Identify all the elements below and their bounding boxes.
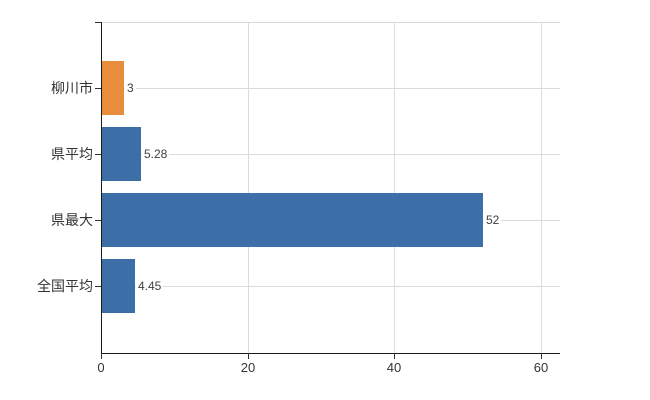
x-gridline [248,22,249,353]
y-axis-tick [95,88,101,89]
x-axis-tick [101,353,102,359]
category-label: 柳川市 [51,80,93,96]
value-label: 3 [125,80,136,96]
bar-1 [102,61,124,115]
y-axis-tick [95,22,101,23]
bar-2 [102,127,141,181]
x-gridline [394,22,395,353]
x-axis-line [101,353,560,354]
category-label: 全国平均 [37,278,93,294]
bar-3 [102,193,483,247]
category-label: 県最大 [51,212,93,228]
y-axis-tick [95,154,101,155]
x-axis-tick [394,353,395,359]
y-axis-tick [95,220,101,221]
x-axis-tick-label: 60 [533,360,549,375]
x-axis-tick-label: 40 [386,360,402,375]
category-gridline [102,286,560,287]
value-label: 5.28 [142,146,170,162]
x-axis-tick-label: 20 [240,360,256,375]
category-gridline [102,154,560,155]
category-label: 県平均 [51,146,93,162]
bar-4 [102,259,135,313]
x-axis-tick [248,353,249,359]
x-gridline [541,22,542,353]
y-axis-tick [95,286,101,287]
category-gridline [102,88,560,89]
y-axis-line [101,22,102,359]
value-label: 4.45 [136,278,164,294]
x-axis-tick [541,353,542,359]
plot-top-border [101,22,560,23]
x-axis-tick-label: 0 [97,360,105,375]
value-label: 52 [484,212,502,228]
